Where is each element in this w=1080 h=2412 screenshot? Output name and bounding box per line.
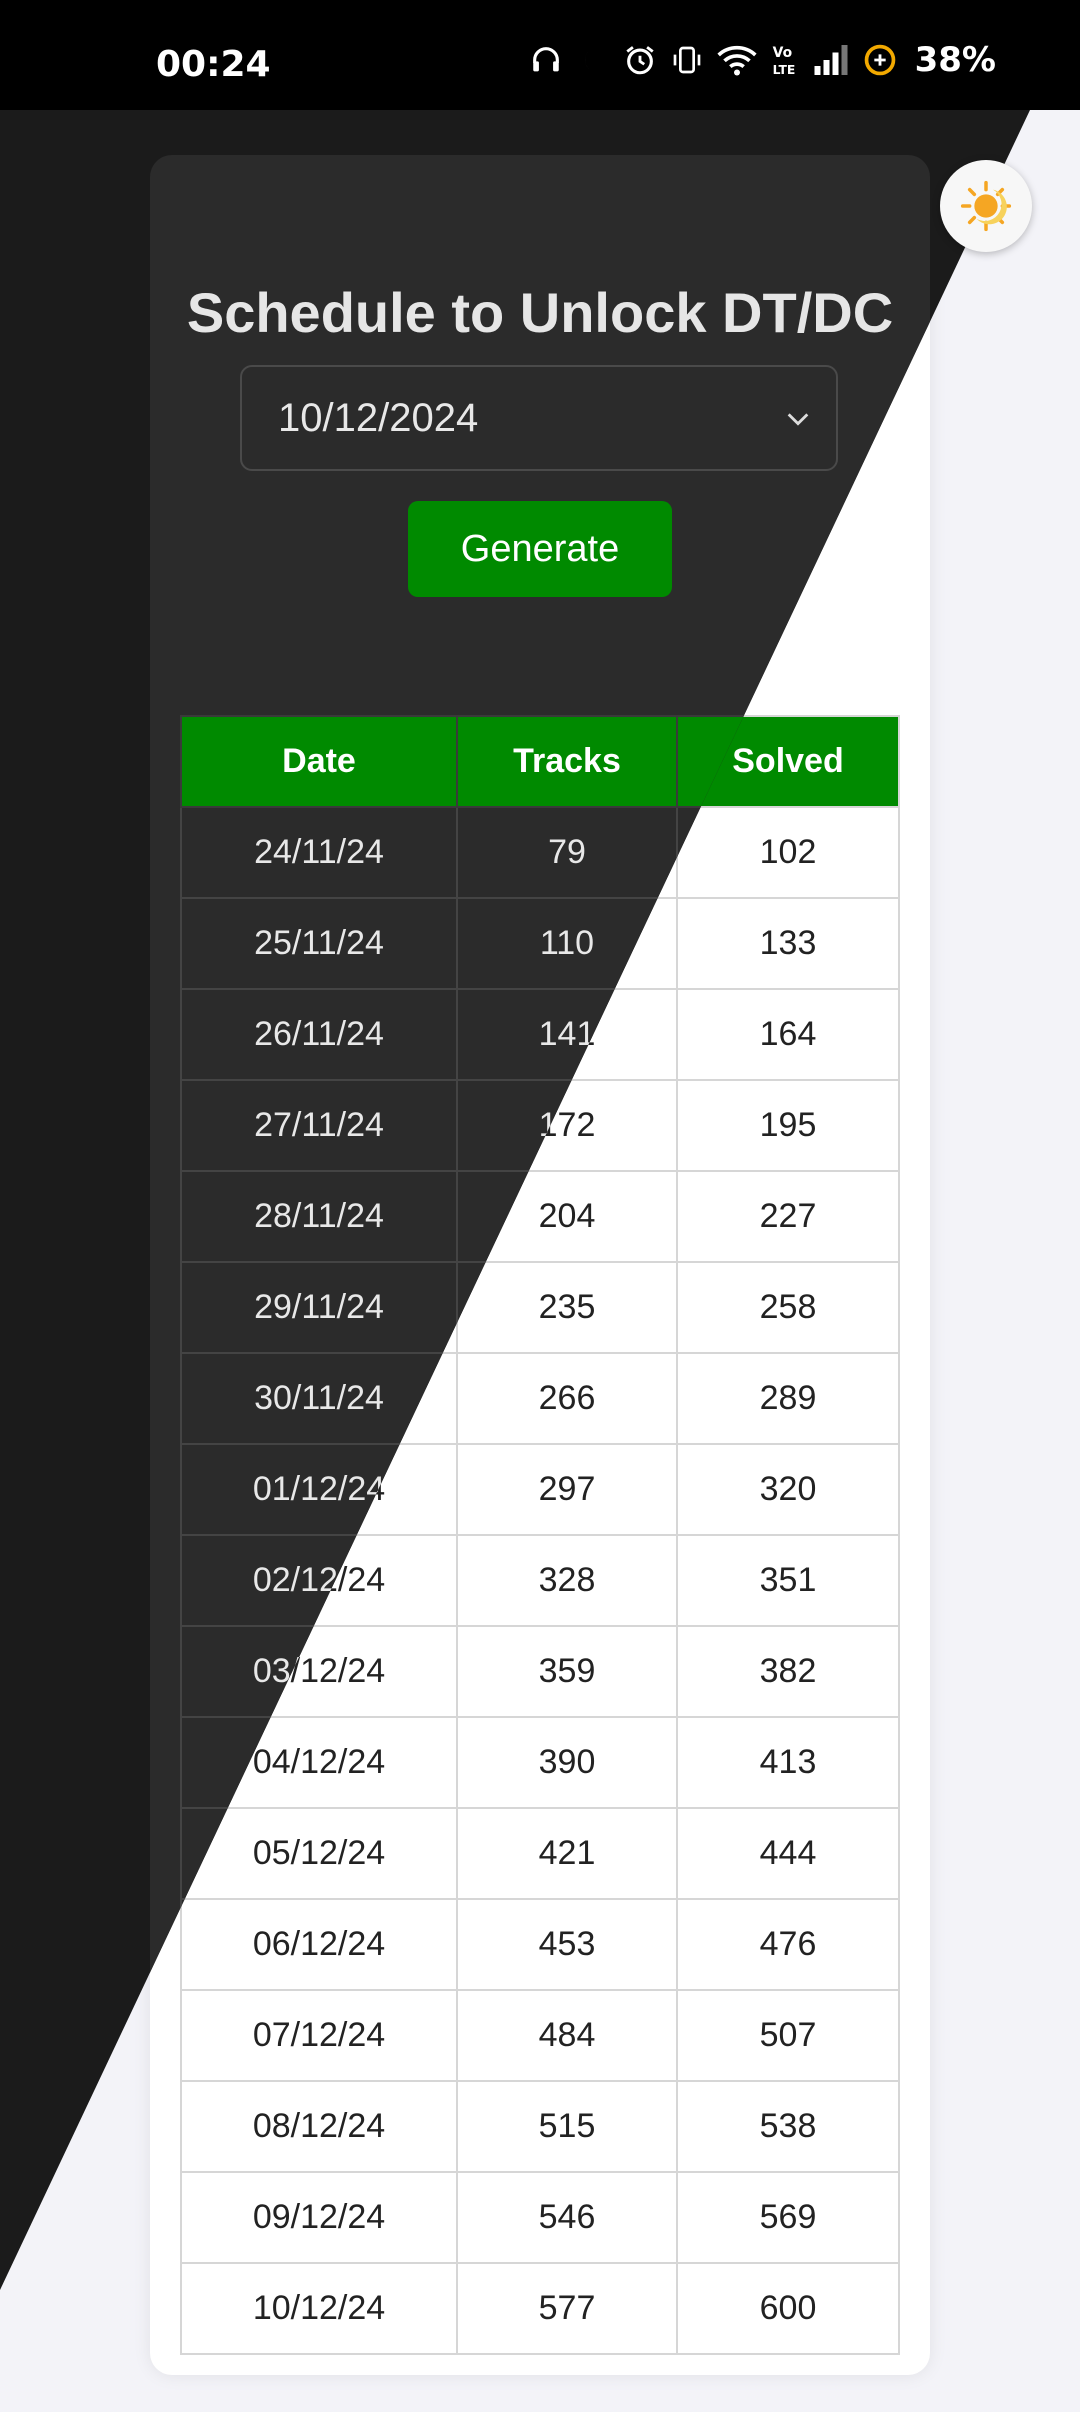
cell-date: 28/11/24 [180,1170,458,1263]
cell-date: 26/11/24 [180,988,458,1081]
chevron-down-icon [787,413,809,426]
cell-tracks: 484 [456,1989,678,2082]
cell-tracks: 359 [456,1625,678,1718]
cell-solved: 351 [676,1534,900,1627]
cell-tracks: 453 [456,1898,678,1991]
cell-solved: 413 [676,1716,900,1809]
cell-solved: 538 [676,2080,900,2173]
signal-icon [813,44,849,76]
cell-date: 10/12/24 [180,2262,458,2355]
cell-solved: 258 [676,1261,900,1354]
cell-tracks: 390 [456,1716,678,1809]
cell-solved: 320 [676,1443,900,1536]
date-select-value-dark: 10/12/2024 [278,395,479,440]
cell-date: 24/11/24 [180,806,458,899]
volte-icon: Vo LTE [771,43,799,77]
svg-text:Vo: Vo [772,45,792,61]
cell-solved: 600 [676,2262,900,2355]
cell-tracks: 79 [456,806,678,899]
alarm-icon [623,43,657,77]
page-title-dark: Schedule to Unlock DT/DC [186,281,894,344]
cell-solved: 133 [676,897,900,990]
cell-solved: 164 [676,988,900,1081]
vibrate-icon [671,43,703,77]
status-bar: 00:24 Vo LTE 38% [0,0,1080,110]
battery-saver-icon [863,43,897,77]
status-icons: Vo LTE 38% [529,40,996,80]
cell-date: 25/11/24 [180,897,458,990]
cell-tracks: 328 [456,1534,678,1627]
theme-toggle-button[interactable] [940,160,1032,252]
header-date: Date [180,715,458,808]
cell-solved: 476 [676,1898,900,1991]
cell-tracks: 546 [456,2171,678,2264]
date-select-dark[interactable]: 10/12/2024 [240,365,838,471]
cell-solved: 444 [676,1807,900,1900]
cell-solved: 102 [676,806,900,899]
status-time: 00:24 [156,44,271,85]
cell-solved: 507 [676,1989,900,2082]
cell-date: 05/12/24 [180,1807,458,1900]
sun-moon-icon [960,180,1012,232]
cell-date: 07/12/24 [180,1989,458,2082]
cell-solved: 195 [676,1079,900,1172]
cell-solved: 289 [676,1352,900,1445]
generate-button-dark[interactable]: Generate [408,501,672,597]
wifi-icon [717,43,757,77]
headphones-icon [529,43,563,77]
cell-solved: 227 [676,1170,900,1263]
cell-date: 08/12/24 [180,2080,458,2173]
cell-tracks: 577 [456,2262,678,2355]
cell-date: 09/12/24 [180,2171,458,2264]
cell-solved: 569 [676,2171,900,2264]
cell-date: 06/12/24 [180,1898,458,1991]
app-content: Schedule to Unlock DT/DC 10/12/2024 Gene… [0,110,1080,2412]
cell-tracks: 235 [456,1261,678,1354]
cell-date: 29/11/24 [180,1261,458,1354]
cell-tracks: 515 [456,2080,678,2173]
cell-tracks: 266 [456,1352,678,1445]
battery-percentage: 38% [914,40,996,80]
cell-tracks: 421 [456,1807,678,1900]
svg-text:LTE: LTE [772,63,795,77]
cell-date: 03/12/24 [180,1625,458,1718]
cell-solved: 382 [676,1625,900,1718]
moon-icon [577,44,609,76]
cell-tracks: 297 [456,1443,678,1536]
cell-date: 27/11/24 [180,1079,458,1172]
header-tracks: Tracks [456,715,678,808]
